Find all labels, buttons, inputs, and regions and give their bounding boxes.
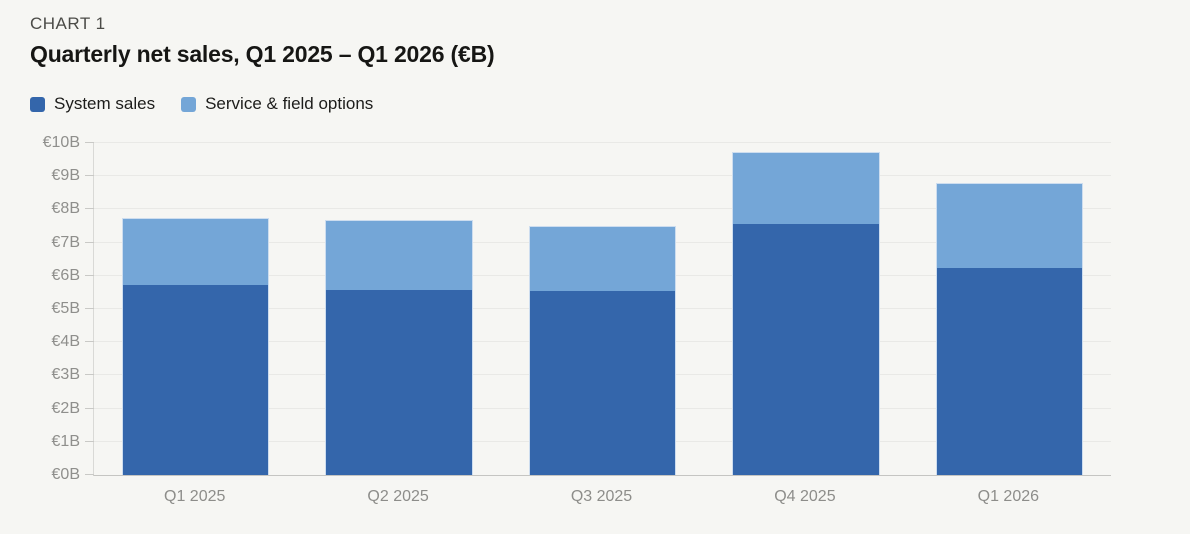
x-tick-label: Q4 2025 — [774, 488, 836, 505]
plot-area — [85, 142, 1111, 476]
bar-group — [297, 143, 500, 475]
bar-segment-service — [122, 219, 269, 286]
y-tick-mark — [85, 241, 94, 243]
y-tick-label: €10B — [42, 134, 80, 151]
bar-group — [704, 143, 907, 475]
bar-segment-system — [936, 267, 1083, 475]
bar-group — [908, 143, 1111, 475]
y-tick-mark — [85, 208, 94, 210]
bar-group — [501, 143, 704, 475]
y-tick-mark — [85, 474, 94, 475]
bar-stack — [325, 219, 473, 475]
y-tick-label: €2B — [51, 399, 80, 417]
gridline — [94, 142, 1111, 143]
legend-item: Service & field options — [181, 94, 373, 114]
gridline — [94, 208, 1111, 210]
y-tick-label: €0B — [51, 466, 80, 483]
x-tick-label: Q1 2026 — [977, 488, 1040, 505]
bar-stack — [732, 152, 880, 475]
legend-swatch — [181, 96, 197, 112]
y-tick-mark — [85, 374, 94, 376]
y-tick-label: €7B — [51, 233, 80, 251]
legend: System sales Service & field options — [30, 94, 373, 114]
bar-segment-system — [733, 224, 879, 475]
y-tick-label: €5B — [51, 300, 80, 317]
y-tick-label: €3B — [51, 366, 80, 384]
legend-item-label: Service & field options — [205, 94, 374, 113]
chart-title: Quarterly net sales, Q1 2025 – Q1 2026 (… — [30, 41, 495, 67]
bar-segment-system — [122, 285, 269, 475]
y-tick-label: €4B — [51, 333, 80, 351]
bar-stack — [528, 225, 677, 475]
bar-segment-service — [936, 184, 1083, 268]
y-tick-mark — [85, 175, 94, 177]
gridline — [94, 175, 1111, 177]
x-tick-label: Q1 2025 — [164, 488, 226, 505]
y-tick-label: €1B — [51, 432, 80, 450]
y-tick-mark — [85, 274, 94, 276]
y-tick-mark — [85, 142, 94, 143]
bar-row — [94, 143, 1111, 475]
legend-item-label: System sales — [54, 94, 156, 113]
y-axis-labels: €0B €1B €2B €3B €4B €5B €6B €7B €8B €9B €10B — [0, 134, 80, 483]
bar-group — [94, 143, 297, 475]
x-axis-labels: Q1 2025 Q2 2025 Q3 2025 Q4 2025 Q1 2026 — [93, 488, 1110, 506]
bar-segment-service — [326, 220, 472, 290]
y-tick-mark — [85, 440, 94, 442]
y-tick-mark — [85, 341, 94, 343]
y-tick-mark — [85, 407, 94, 409]
legend-item: System sales — [30, 94, 155, 114]
x-tick-label: Q2 2025 — [367, 488, 429, 505]
bar-segment-system — [326, 289, 472, 475]
y-tick-mark — [85, 308, 94, 309]
bar-segment-service — [529, 226, 676, 292]
chart-kicker: CHART 1 — [30, 14, 106, 33]
y-tick-label: €8B — [51, 200, 80, 218]
bar-segment-system — [529, 291, 676, 475]
bar-stack — [121, 218, 270, 475]
legend-swatch — [30, 96, 45, 112]
y-tick-label: €9B — [51, 167, 80, 185]
bar-segment-service — [733, 153, 879, 225]
x-tick-label: Q3 2025 — [570, 488, 633, 505]
y-tick-label: €6B — [51, 266, 80, 284]
bar-stack — [935, 183, 1084, 475]
